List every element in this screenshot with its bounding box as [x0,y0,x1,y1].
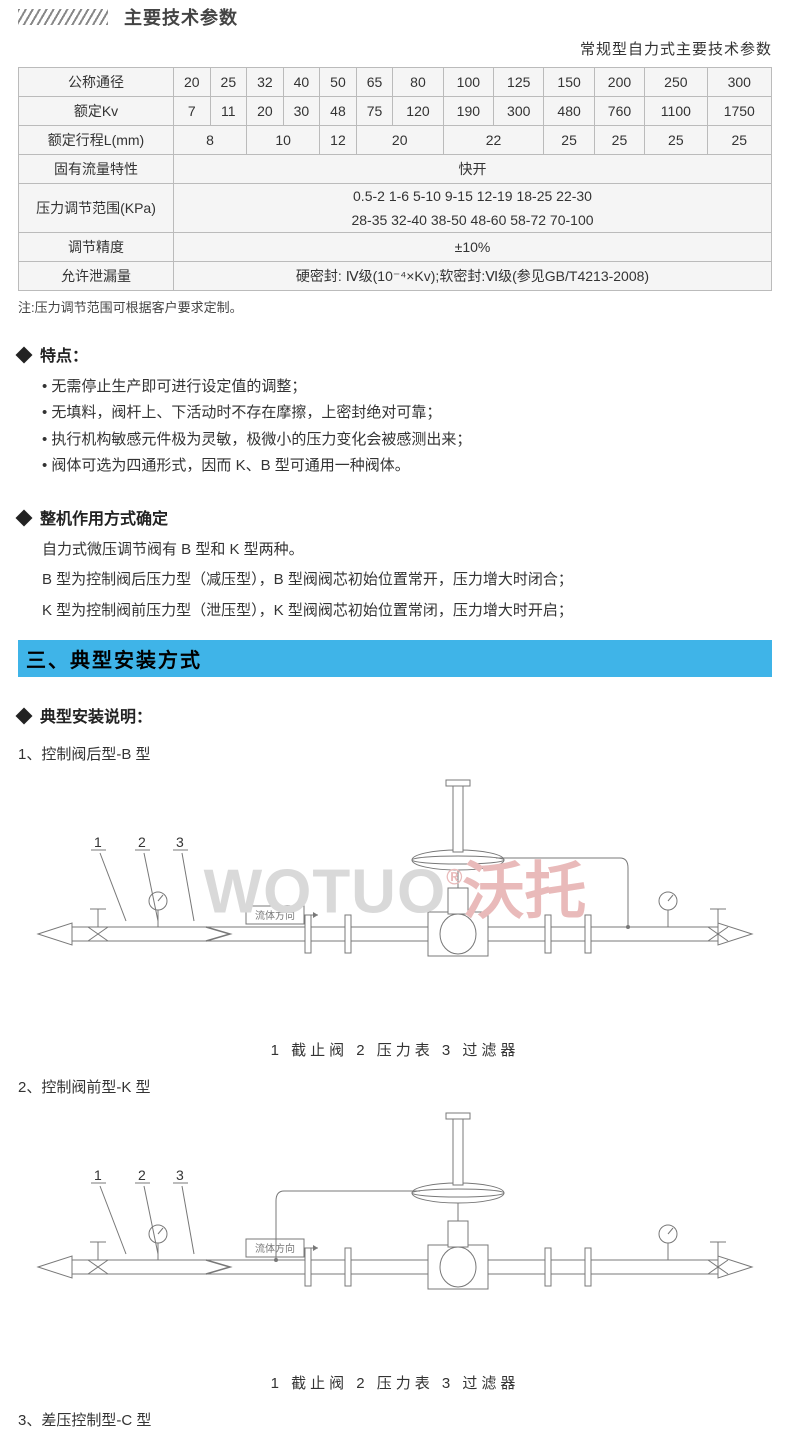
install-item-3: 3、差压控制型-C 型 [0,1403,790,1438]
sub-title: 常规型自力式主要技术参数 [0,34,790,67]
diagram-k: 流体方向 1 2 3 [18,1105,772,1360]
body-text: 自力式微压调节阀有 B 型和 K 型两种。 [18,535,772,565]
table-note: 注:压力调节范围可根据客户要求定制。 [0,291,790,330]
row-label: 公称通径 [19,68,174,97]
table-row: 调节精度 ±10% [19,233,772,262]
svg-text:3: 3 [176,1167,184,1183]
table-row: 额定Kv 7112030487512019030048076011001750 [19,97,772,126]
table-row: 固有流量特性 快开 [19,155,772,184]
features-heading: 特点： [18,334,772,372]
valve-diagram-b: 流体方向 1 2 3 [18,772,772,1027]
diamond-icon [16,347,33,364]
svg-text:3: 3 [176,834,184,850]
diagram-caption: 1 截止阀 2 压力表 3 过滤器 [0,1366,790,1403]
svg-text:流体方向: 流体方向 [255,1242,295,1255]
install-heading: 典型安装说明： [18,695,772,733]
install-item-2: 2、控制阀前型-K 型 [0,1070,790,1105]
install-item-1: 1、控制阀后型-B 型 [0,737,790,772]
page-header: 主要技术参数 [0,0,790,34]
valve-diagram-k: 流体方向 1 2 3 [18,1105,772,1360]
table-row: 允许泄漏量 硬密封: Ⅳ级(10⁻⁴×Kv);软密封:Ⅵ级(参见GB/T4213… [19,262,772,291]
action-heading: 整机作用方式确定 [18,497,772,535]
svg-text:2: 2 [138,1167,146,1183]
table-row: 公称通径 20253240506580100125150200250300 [19,68,772,97]
body-text: B 型为控制阀后压力型（减压型），B 型阀阀芯初始位置常开，压力增大时闭合； [18,565,772,595]
features-list: 无需停止生产即可进行设定值的调整； 无填料，阀杆上、下活动时不存在摩擦，上密封绝… [18,372,772,489]
body-text: K 型为控制阀前压力型（泄压型），K 型阀阀芯初始位置常闭，压力增大时开启； [18,596,772,626]
diagram-caption: 1 截止阀 2 压力表 3 过滤器 [0,1033,790,1070]
list-item: 无需停止生产即可进行设定值的调整； [42,374,772,400]
table-row: 压力调节范围(KPa) 0.5-2 1-6 5-10 9-15 12-19 18… [19,184,772,209]
list-item: 无填料，阀杆上、下活动时不存在摩擦，上密封绝对可靠； [42,400,772,426]
diamond-icon [16,707,33,724]
list-item: 阀体可选为四通形式，因而 K、B 型可通用一种阀体。 [42,453,772,479]
svg-text:流体方向: 流体方向 [255,909,295,922]
section-bar: 三、典型安装方式 [18,640,772,677]
diagram-b: 流体方向123 WOTUO®沃托 [18,772,772,1027]
table-row: 额定行程L(mm) 8 10 12 20 22 25 25 25 25 [19,126,772,155]
svg-text:1: 1 [94,834,102,850]
main-title: 主要技术参数 [124,4,238,30]
hatch-decoration [18,9,108,25]
diamond-icon [16,510,33,527]
parameters-table: 公称通径 20253240506580100125150200250300 额定… [18,67,772,291]
svg-text:2: 2 [138,834,146,850]
svg-text:1: 1 [94,1167,102,1183]
list-item: 执行机构敏感元件极为灵敏，极微小的压力变化会被感测出来； [42,427,772,453]
